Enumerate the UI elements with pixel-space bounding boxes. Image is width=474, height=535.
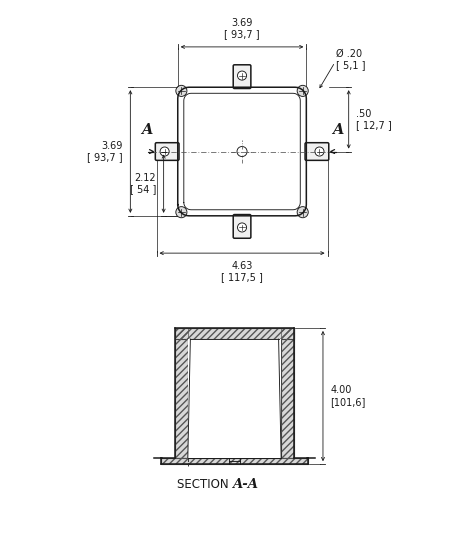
Text: .50
[ 12,7 ]: .50 [ 12,7 ]: [356, 109, 392, 130]
Circle shape: [237, 71, 246, 80]
Text: Ø .20
[ 5,1 ]: Ø .20 [ 5,1 ]: [336, 49, 365, 70]
Text: A: A: [332, 124, 343, 137]
Text: SECTION: SECTION: [177, 478, 232, 491]
Text: .16
[ 3,9 ]: .16 [ 3,9 ]: [191, 408, 220, 430]
Text: A-A: A-A: [232, 478, 258, 491]
FancyBboxPatch shape: [233, 215, 251, 238]
Circle shape: [297, 207, 308, 218]
Bar: [161, 457, 308, 464]
Bar: [175, 328, 188, 457]
Text: A: A: [141, 124, 152, 137]
FancyBboxPatch shape: [305, 143, 329, 160]
Circle shape: [237, 223, 246, 232]
Text: 2.12
[ 54 ]: 2.12 [ 54 ]: [130, 173, 156, 194]
Circle shape: [176, 207, 187, 218]
FancyBboxPatch shape: [155, 143, 179, 160]
Text: 4.63
[ 117,5 ]: 4.63 [ 117,5 ]: [221, 261, 263, 282]
Bar: [281, 328, 294, 457]
Bar: [175, 328, 188, 457]
Text: 3.69
[ 93,7 ]: 3.69 [ 93,7 ]: [87, 141, 123, 162]
FancyBboxPatch shape: [233, 65, 251, 88]
Circle shape: [315, 147, 324, 156]
Circle shape: [176, 85, 187, 96]
Text: 4.00
[101,6]: 4.00 [101,6]: [330, 385, 366, 407]
Bar: [281, 328, 294, 457]
Circle shape: [160, 147, 169, 156]
Bar: [188, 339, 281, 457]
Bar: [175, 328, 294, 339]
Bar: [161, 457, 308, 464]
Text: 3.69
[ 93,7 ]: 3.69 [ 93,7 ]: [224, 18, 260, 40]
Circle shape: [297, 85, 308, 96]
Bar: [175, 328, 294, 339]
